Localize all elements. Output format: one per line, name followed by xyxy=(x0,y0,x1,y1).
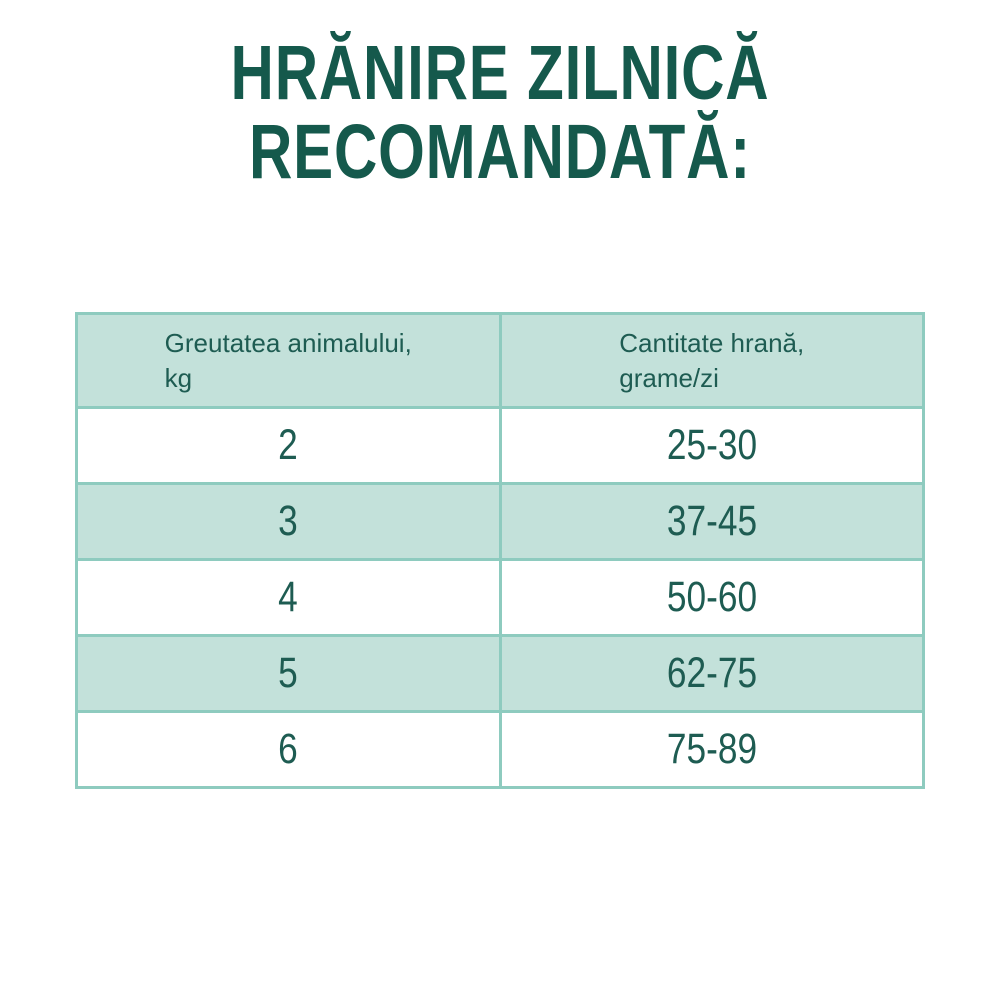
amount-value: 62-75 xyxy=(666,649,757,697)
weight-cell: 2 xyxy=(75,406,502,485)
header-food-amount-line-2: grame/zi xyxy=(619,362,719,393)
feeding-table-body: 2 25-30 3 37-45 4 50-60 5 62-75 6 75-89 xyxy=(75,406,925,789)
weight-value: 3 xyxy=(278,497,299,545)
table-row: 2 25-30 xyxy=(75,406,925,485)
header-cell-animal-weight: Greutatea animalului, kg xyxy=(75,312,502,409)
table-row: 5 62-75 xyxy=(75,634,925,713)
amount-value: 37-45 xyxy=(666,497,757,545)
weight-cell: 3 xyxy=(75,482,502,561)
feeding-table-head: Greutatea animalului, kg Cantitate hrană… xyxy=(75,312,925,409)
feeding-table: Greutatea animalului, kg Cantitate hrană… xyxy=(75,312,925,789)
amount-cell: 25-30 xyxy=(498,406,925,485)
amount-cell: 37-45 xyxy=(498,482,925,561)
table-row: 3 37-45 xyxy=(75,482,925,561)
header-cell-food-amount: Cantitate hrană, grame/zi xyxy=(498,312,925,409)
weight-cell: 6 xyxy=(75,710,502,789)
page-title: HRĂNIRE ZILNICĂ RECOMANDATĂ: xyxy=(0,34,1000,192)
amount-value: 75-89 xyxy=(666,725,757,773)
amount-cell: 50-60 xyxy=(498,558,925,637)
amount-value: 50-60 xyxy=(666,573,757,621)
header-text-food-amount: Cantitate hrană, grame/zi xyxy=(619,326,804,396)
amount-value: 25-30 xyxy=(666,421,757,469)
weight-value: 2 xyxy=(278,421,299,469)
header-animal-weight-line-2: kg xyxy=(164,362,193,393)
header-food-amount-line-1: Cantitate hrană, xyxy=(619,327,805,358)
weight-cell: 5 xyxy=(75,634,502,713)
weight-value: 6 xyxy=(278,725,299,773)
weight-value: 4 xyxy=(278,573,299,621)
amount-cell: 75-89 xyxy=(498,710,925,789)
amount-cell: 62-75 xyxy=(498,634,925,713)
table-row: 6 75-89 xyxy=(75,710,925,789)
table-header-row: Greutatea animalului, kg Cantitate hrană… xyxy=(75,312,925,409)
header-text-animal-weight: Greutatea animalului, kg xyxy=(165,326,412,396)
table-row: 4 50-60 xyxy=(75,558,925,637)
page-title-line-1: HRĂNIRE ZILNICĂ xyxy=(230,30,770,116)
weight-cell: 4 xyxy=(75,558,502,637)
header-animal-weight-line-1: Greutatea animalului, xyxy=(164,327,412,358)
page-title-line-2: RECOMANDATĂ: xyxy=(248,109,752,195)
weight-value: 5 xyxy=(278,649,299,697)
